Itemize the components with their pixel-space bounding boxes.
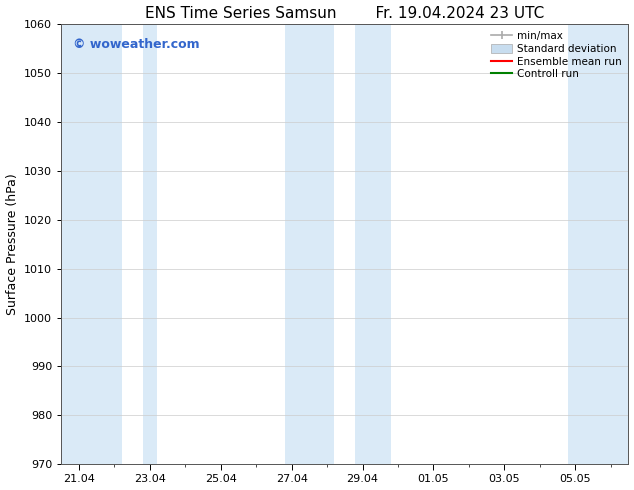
Bar <box>568 24 628 464</box>
Title: ENS Time Series Samsun        Fr. 19.04.2024 23 UTC: ENS Time Series Samsun Fr. 19.04.2024 23… <box>145 5 545 21</box>
Bar <box>356 24 391 464</box>
Legend: min/max, Standard deviation, Ensemble mean run, Controll run: min/max, Standard deviation, Ensemble me… <box>488 27 625 83</box>
Bar <box>285 24 334 464</box>
Bar <box>61 24 122 464</box>
Text: © woweather.com: © woweather.com <box>73 38 199 50</box>
Bar <box>143 24 157 464</box>
Y-axis label: Surface Pressure (hPa): Surface Pressure (hPa) <box>6 173 18 315</box>
